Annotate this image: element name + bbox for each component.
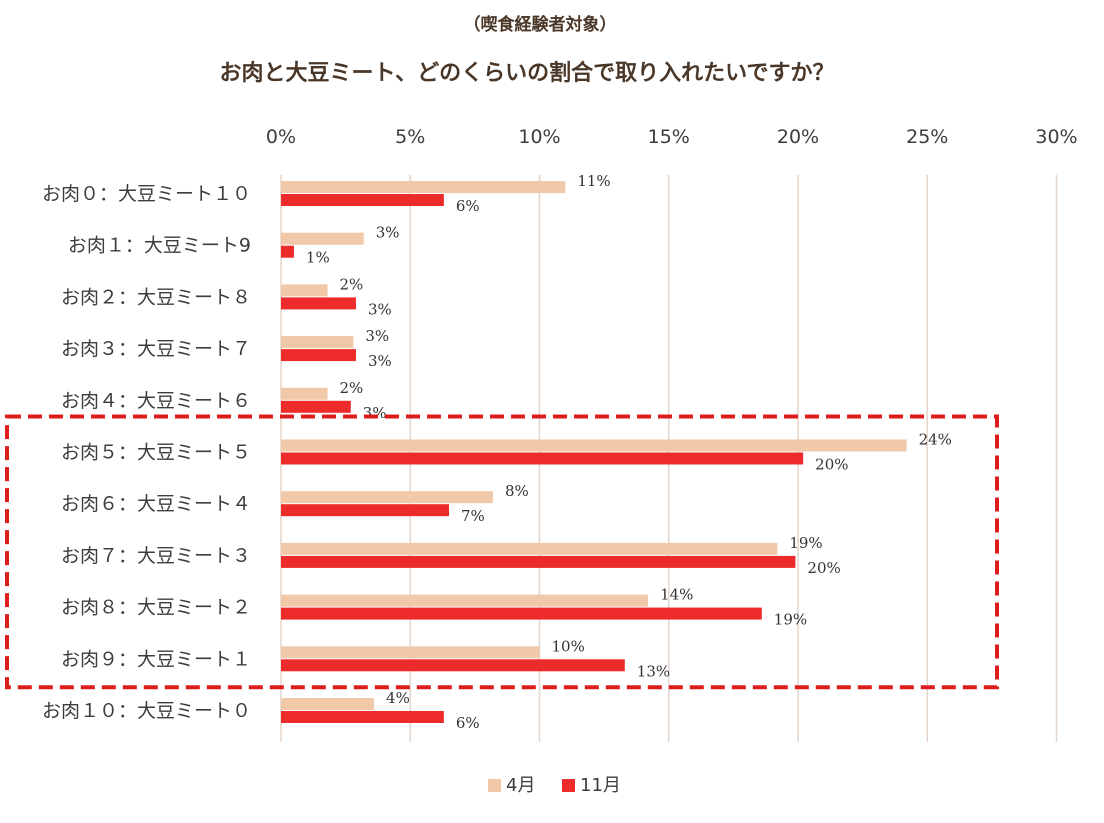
x-tick-label: 10% [518, 126, 560, 148]
data-label: 3% [368, 352, 392, 370]
data-label: 3% [365, 327, 389, 345]
category-label: お肉２：大豆ミート８ [61, 286, 251, 308]
data-label: 6% [456, 714, 480, 732]
bar-april [281, 698, 375, 710]
category-label: お肉０：大豆ミート１０ [42, 183, 251, 205]
bar-november [281, 607, 762, 620]
chart-subtitle: （喫食経験者対象） [464, 14, 617, 35]
bar-april [281, 439, 907, 452]
bar-april [281, 594, 649, 607]
data-label: 7% [461, 507, 485, 525]
data-label: 3% [368, 300, 392, 318]
legend-label: 11月 [580, 775, 621, 796]
bar-november [281, 659, 625, 672]
bar-november [281, 297, 356, 310]
bar-november [281, 194, 444, 206]
data-label: 8% [505, 482, 529, 500]
highlight-box [5, 414, 999, 690]
data-label: 6% [456, 197, 480, 215]
bar-april [281, 542, 778, 555]
bars: 11%3%2%3%2%24%8%19%14%10%4%6%1%3%3%3%20%… [281, 172, 952, 732]
data-label: 4% [386, 689, 410, 707]
bar-april [281, 336, 354, 349]
category-label: お肉６：大豆ミート４ [61, 493, 251, 515]
x-tick-label: 0% [266, 126, 296, 148]
category-label: お肉８：大豆ミート２ [61, 597, 251, 619]
bar-november [281, 349, 356, 362]
data-label: 3% [376, 224, 400, 242]
bar-november [281, 504, 450, 517]
data-label: 11% [577, 172, 610, 190]
data-label: 2% [340, 275, 364, 293]
data-label: 20% [807, 559, 840, 577]
legend-swatch [562, 779, 575, 792]
x-tick-label: 25% [906, 126, 948, 148]
category-label: お肉９：大豆ミート１ [61, 648, 251, 670]
chart-title: お肉と大豆ミート、どのくらいの割合で取り入れたいですか？ [220, 60, 835, 86]
bar-april [281, 646, 540, 659]
category-label: お肉１０：大豆ミート０ [42, 700, 251, 722]
data-label: 2% [340, 379, 364, 397]
data-label: 1% [306, 249, 330, 267]
category-label: お肉４：大豆ミート６ [61, 390, 251, 412]
legend-label: 4月 [506, 775, 535, 796]
x-tick-label: 20% [777, 126, 819, 148]
bar-november [281, 711, 444, 723]
legend-swatch [488, 779, 501, 792]
data-label: 13% [637, 662, 670, 680]
x-axis-ticks: 0% 5% 10% 15% 20% 25% 30% [266, 126, 1078, 148]
data-label: 24% [919, 431, 952, 449]
bar-april [281, 387, 328, 400]
x-tick-label: 15% [648, 126, 690, 148]
category-label: お肉３：大豆ミート７ [61, 338, 251, 360]
data-label: 10% [552, 637, 585, 655]
data-label: 3% [363, 404, 387, 422]
category-label: お肉７：大豆ミート３ [61, 545, 251, 567]
category-label: お肉５：大豆ミート５ [61, 442, 251, 464]
x-tick-label: 30% [1035, 126, 1077, 148]
bar-april [281, 232, 364, 245]
bar-november [281, 245, 294, 258]
data-label: 14% [660, 586, 693, 604]
category-label: お肉１：大豆ミート9 [68, 235, 251, 257]
x-tick-label: 5% [395, 126, 425, 148]
bar-april [281, 491, 493, 504]
bar-november [281, 555, 796, 568]
data-label: 19% [789, 534, 822, 552]
bar-november [281, 400, 351, 413]
bar-april [281, 284, 328, 297]
bar-april [281, 181, 566, 193]
data-label: 19% [774, 611, 807, 629]
bar-november [281, 452, 804, 465]
data-label: 20% [815, 456, 848, 474]
category-labels: お肉０：大豆ミート１０ お肉１：大豆ミート9 お肉２：大豆ミート８ お肉３：大豆ミート… [42, 183, 251, 722]
legend: 4月 11月 [488, 775, 621, 796]
highlight-rect [5, 414, 999, 690]
